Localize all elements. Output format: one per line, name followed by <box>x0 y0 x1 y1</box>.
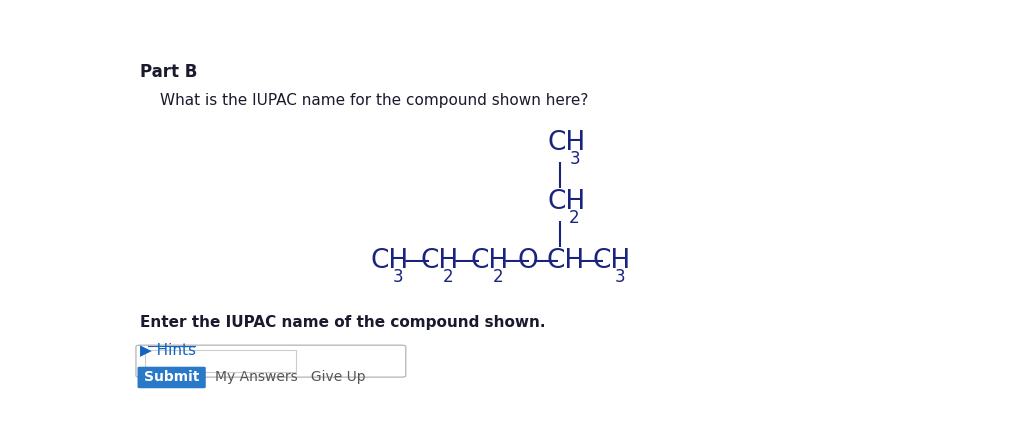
Text: CH: CH <box>547 189 586 215</box>
Text: 3: 3 <box>392 268 402 286</box>
Text: CH: CH <box>547 130 586 156</box>
Text: Enter the IUPAC name of the compound shown.: Enter the IUPAC name of the compound sho… <box>140 315 546 330</box>
Text: CH: CH <box>592 248 631 274</box>
FancyBboxPatch shape <box>145 350 296 372</box>
Text: CH: CH <box>420 248 459 274</box>
Text: O: O <box>518 248 539 274</box>
Text: What is the IUPAC name for the compound shown here?: What is the IUPAC name for the compound … <box>160 93 588 108</box>
Text: —: — <box>455 248 480 274</box>
Text: My Answers   Give Up: My Answers Give Up <box>215 371 366 385</box>
Text: —: — <box>504 248 530 274</box>
Text: 2: 2 <box>569 209 580 227</box>
Text: CH: CH <box>370 248 409 274</box>
Text: —: — <box>404 248 430 274</box>
Text: Part B: Part B <box>140 62 198 80</box>
FancyBboxPatch shape <box>136 345 406 377</box>
Text: 2: 2 <box>493 268 503 286</box>
FancyBboxPatch shape <box>137 367 206 388</box>
Text: 2: 2 <box>442 268 453 286</box>
Text: CH: CH <box>470 248 508 274</box>
Text: 3: 3 <box>614 268 625 286</box>
Text: ▶ Hints: ▶ Hints <box>140 342 196 357</box>
Text: —: — <box>578 248 604 274</box>
Text: Submit: Submit <box>144 371 200 385</box>
Text: —: — <box>532 248 559 274</box>
Text: 3: 3 <box>569 150 580 168</box>
Text: CH: CH <box>546 248 585 274</box>
